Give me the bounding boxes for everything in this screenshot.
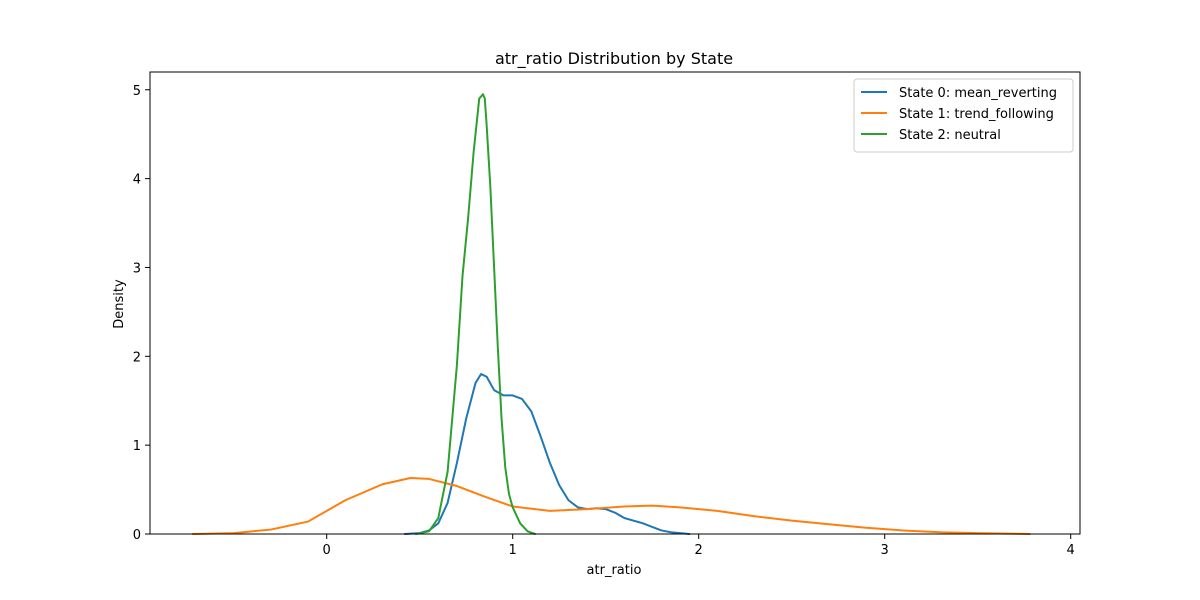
legend: State 0: mean_reverting State 1: trend_fo… — [853, 78, 1074, 153]
x-axis-label: atr_ratio — [587, 563, 642, 578]
series-line-1 — [191, 477, 1031, 535]
y-tick-label: 4 — [133, 173, 141, 188]
y-axis-label: Density — [112, 279, 127, 329]
series-line-0 — [403, 373, 691, 535]
x-tick-label: 4 — [1067, 543, 1075, 558]
legend-label-0: State 0: mean_reverting — [899, 86, 1057, 101]
legend-label-1: State 1: trend_following — [899, 107, 1054, 122]
series-line-2 — [414, 93, 537, 535]
y-tick-label: 2 — [133, 350, 141, 365]
y-tick-label: 5 — [133, 84, 141, 99]
x-tick-label: 0 — [323, 543, 331, 558]
x-tick-label: 2 — [695, 543, 703, 558]
x-tick-label: 1 — [509, 543, 517, 558]
y-tick-label: 0 — [133, 528, 141, 543]
y-tick-label: 3 — [133, 261, 141, 276]
plot-frame — [149, 71, 1081, 535]
legend-box — [853, 78, 1074, 153]
chart-title: atr_ratio Distribution by State — [495, 49, 733, 69]
legend-label-2: State 2: neutral — [899, 128, 1001, 143]
plot-area: 0 1 2 3 4 0 1 2 3 4 5 — [133, 71, 1081, 558]
x-tick-label: 3 — [881, 543, 889, 558]
y-tick-label: 1 — [133, 439, 141, 454]
